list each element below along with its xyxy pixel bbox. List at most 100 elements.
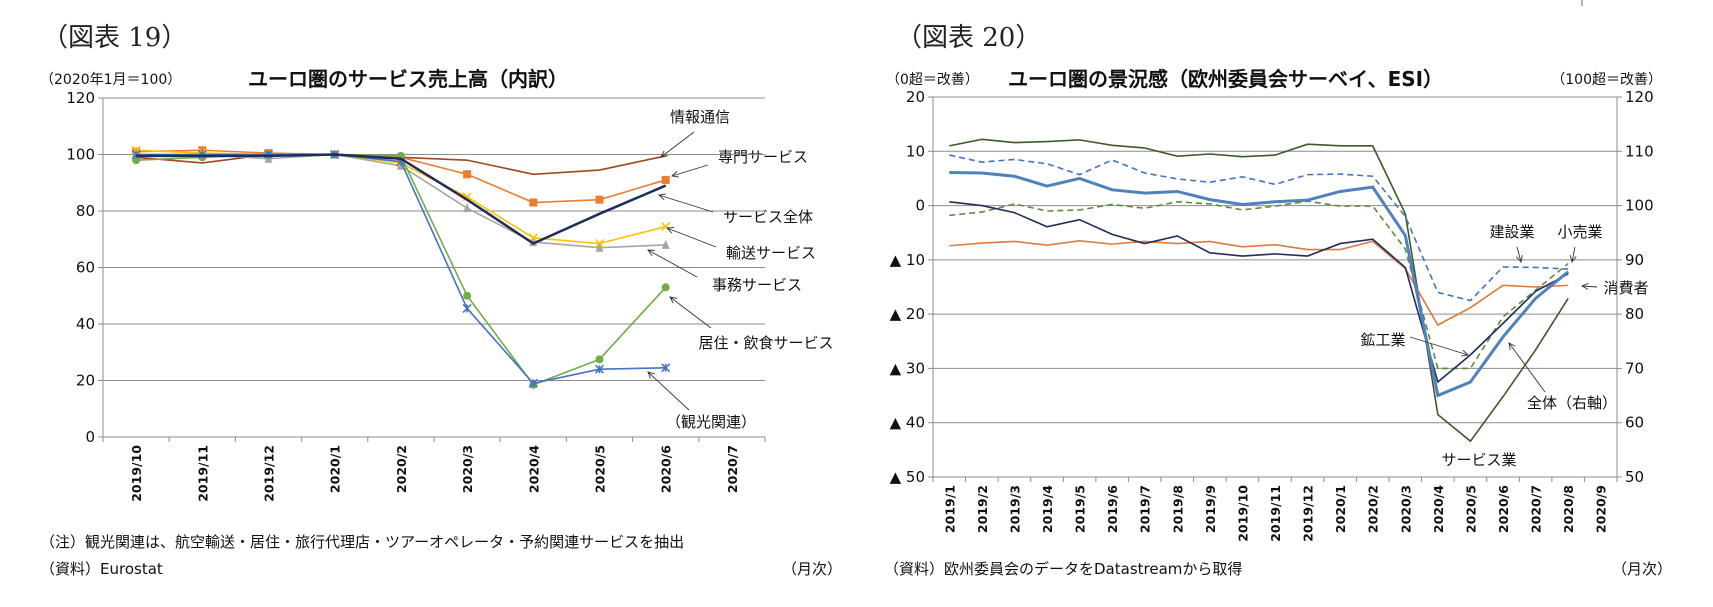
square-marker <box>529 198 538 207</box>
arrow-head-icon <box>669 296 677 304</box>
arrow-line <box>1508 342 1546 393</box>
x-tick-label: 2020/2 <box>1366 485 1381 533</box>
y-right-tick-label: 50 <box>1625 468 1644 486</box>
x-tick-label: 2020/9 <box>1594 485 1609 533</box>
label-professional: 専門サービス <box>718 148 808 166</box>
arrow-head-icon <box>658 193 666 201</box>
arrow-line <box>1571 246 1576 263</box>
chart2-x-unit: （月次） <box>1612 560 1672 578</box>
y-tick-label: 0 <box>915 197 925 215</box>
y-tick-label: 120 <box>66 89 95 107</box>
x-tick-label: 2019/11 <box>195 445 210 502</box>
arrow-head-icon <box>666 226 675 234</box>
arrow-head-icon <box>1516 255 1523 263</box>
arrow-line <box>660 131 695 158</box>
arrow-line <box>647 249 698 278</box>
label-retail: 小売業 <box>1557 223 1602 241</box>
x-tick-label: 2019/5 <box>1073 485 1088 533</box>
y-right-tick-label: 120 <box>1625 88 1654 106</box>
label-accommodation-food: 居住・飲食サービス <box>698 334 833 352</box>
chart1-title: ユーロ圏のサービス売上高（内訳） <box>248 67 568 91</box>
series-line <box>949 138 1569 443</box>
star-marker <box>661 363 671 373</box>
label-consumer: 消費者 <box>1603 279 1648 297</box>
circle-marker <box>595 355 604 364</box>
x-tick-label: 2019/3 <box>1007 485 1022 533</box>
annotation-arrows <box>647 131 1598 411</box>
x-tick-label: 2019/6 <box>1105 485 1120 533</box>
y-tick-label: 0 <box>85 428 95 446</box>
x-marker <box>462 192 472 202</box>
series-line <box>136 153 667 245</box>
star-marker <box>131 149 141 160</box>
arrow-head-icon <box>1569 255 1577 264</box>
arrow-line <box>1581 285 1598 288</box>
star-marker <box>197 149 207 160</box>
y-right-tick-label: 80 <box>1625 305 1644 323</box>
arrow-line <box>666 227 717 248</box>
series-line <box>136 153 667 386</box>
star-marker <box>528 378 538 388</box>
y-tick-label: ▲ 10 <box>890 251 925 269</box>
label-total-right-axis: 全体（右軸） <box>1527 394 1617 412</box>
star-marker <box>462 303 472 313</box>
x-tick-label: 2019/8 <box>1170 485 1185 533</box>
series-line <box>136 153 666 385</box>
star-marker <box>594 364 605 374</box>
arrow-line <box>1409 336 1469 356</box>
y-right-tick-label: 70 <box>1625 359 1644 377</box>
label-transport: 輸送サービス <box>726 244 816 262</box>
x-tick-label: 2020/6 <box>659 445 674 493</box>
arrow-head-icon <box>660 150 668 158</box>
triangle-marker <box>595 242 604 252</box>
arrow-head-icon <box>1508 342 1516 350</box>
y-tick-label: 80 <box>76 202 95 220</box>
x-tick-label: 2020/5 <box>593 445 608 493</box>
y-tick-label: 20 <box>906 88 925 106</box>
x-tick-label: 2020/8 <box>1561 485 1576 533</box>
circle-marker <box>463 291 472 300</box>
chart1-unit-note: （2020年1月＝100） <box>40 72 181 88</box>
chart1-source: （資料）Eurostat <box>40 560 163 578</box>
x-tick-label: 2020/1 <box>1333 485 1348 533</box>
chart2-right-unit-note: （100超＝改善） <box>1551 72 1662 88</box>
label-info-comm: 情報通信 <box>670 108 730 126</box>
label-services-sector: サービス業 <box>1441 451 1516 469</box>
x-tick-label: 2019/2 <box>975 485 990 533</box>
y-tick-label: ▲ 30 <box>890 359 925 377</box>
square-marker <box>595 195 604 204</box>
x-tick-label: 2019/4 <box>1040 485 1055 533</box>
x-marker <box>131 145 141 155</box>
square-marker <box>463 170 472 179</box>
x-tick-label: 2019/12 <box>262 445 277 502</box>
x-tick-label: 2019/10 <box>129 445 144 502</box>
y-tick-label: ▲ 40 <box>890 414 925 432</box>
x-marker <box>594 238 605 249</box>
y-tick-label: ▲ 20 <box>890 305 925 323</box>
x-tick-label: 2020/4 <box>526 445 541 493</box>
chart1-plot: 0 20 40 60 80 100 120 2019/10 2019/11 2019/12 2020… <box>66 89 766 502</box>
chart1-x-unit: （月次） <box>782 560 842 578</box>
figure-label-20: （図表 20） <box>896 23 1041 53</box>
x-tick-label: 2020/1 <box>328 445 343 493</box>
arrow-head-icon <box>647 371 655 379</box>
y-tick-label: 100 <box>66 146 95 164</box>
arrow-head-icon <box>671 170 679 178</box>
label-services-total: サービス全体 <box>723 208 813 226</box>
arrow-head-icon <box>647 249 656 256</box>
y-right-tick-label: 90 <box>1625 251 1644 269</box>
label-construction: 建設業 <box>1489 223 1534 241</box>
x-tick-label: 2019/9 <box>1203 485 1218 533</box>
arrow-head-icon <box>1461 349 1469 357</box>
series-line <box>949 200 1569 384</box>
x-tick-label: 2020/3 <box>1398 485 1413 533</box>
y-tick-label: 10 <box>906 142 925 160</box>
square-marker <box>661 175 670 184</box>
circle-marker <box>661 283 670 292</box>
chart2-title: ユーロ圏の景況感（欧州委員会サーベイ、ESI） <box>1008 67 1443 91</box>
y-tick-label: 60 <box>76 259 95 277</box>
circle-marker <box>132 156 141 165</box>
arrow-line <box>658 194 714 213</box>
y-tick-label: ▲ 50 <box>890 468 925 486</box>
